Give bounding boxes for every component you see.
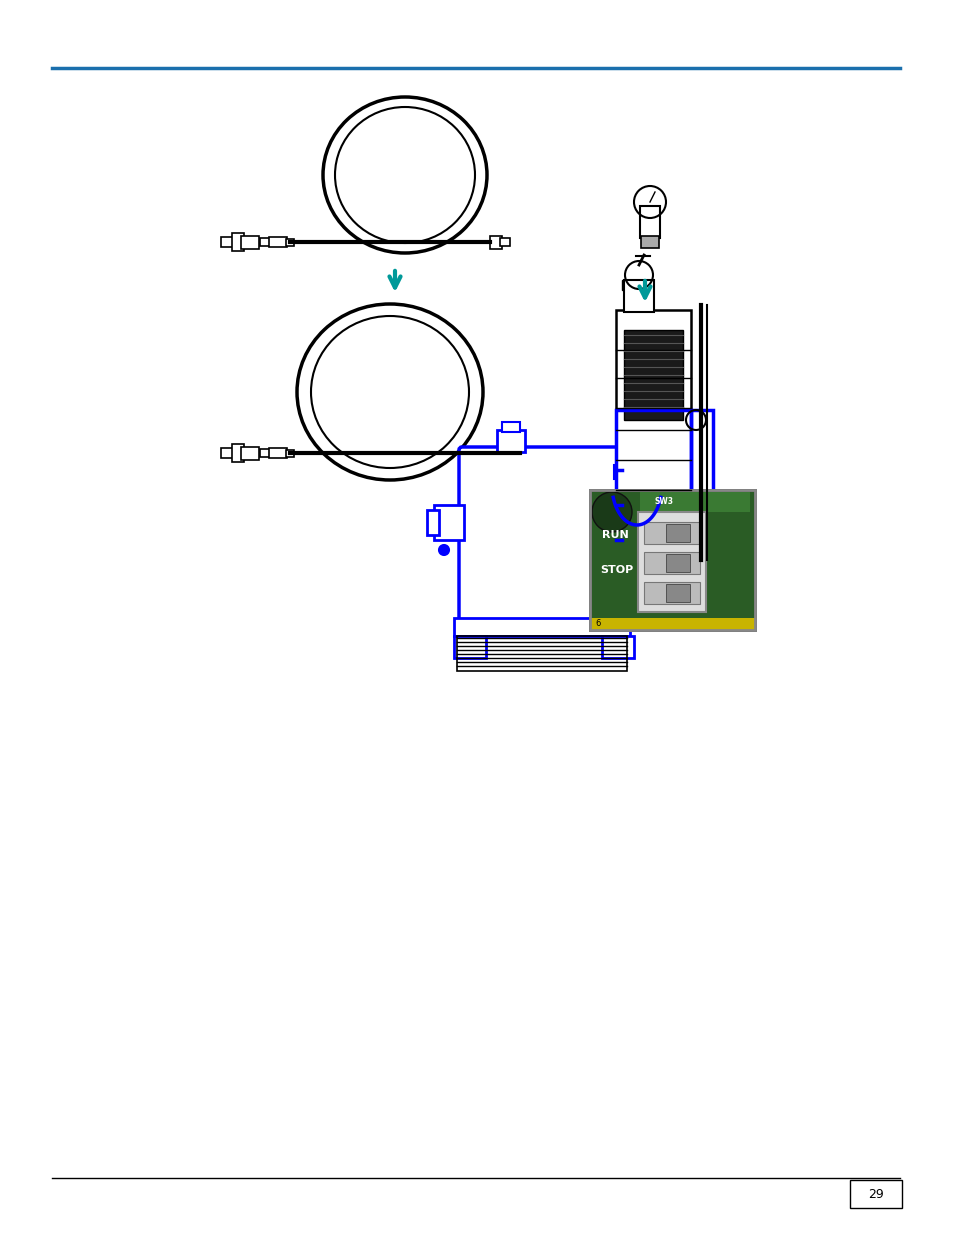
Bar [427, 510, 438, 535]
Bar [232, 233, 244, 251]
Bar [665, 584, 689, 601]
Circle shape [438, 545, 449, 555]
Bar [232, 445, 244, 462]
Bar [849, 1179, 901, 1208]
Bar [614, 500, 627, 514]
Bar [221, 448, 239, 458]
Bar [589, 618, 754, 630]
Bar [690, 410, 712, 550]
Bar [260, 450, 270, 457]
Bar [643, 582, 700, 604]
Bar [241, 236, 258, 248]
Bar [589, 490, 754, 630]
Text: RUN: RUN [601, 530, 628, 540]
Bar [616, 410, 690, 550]
Bar [623, 280, 654, 312]
Bar [519, 447, 532, 459]
Bar [241, 447, 258, 459]
Bar [286, 450, 294, 457]
Bar [665, 524, 689, 542]
Bar [286, 238, 294, 246]
Bar [639, 206, 659, 238]
Bar [643, 522, 700, 543]
Bar [269, 448, 287, 458]
Bar [589, 490, 754, 630]
Text: 29: 29 [867, 1188, 882, 1200]
Bar [454, 618, 629, 636]
Bar [614, 466, 627, 479]
Bar [621, 280, 634, 290]
Bar [539, 450, 547, 457]
Bar [643, 552, 700, 574]
Bar [639, 492, 749, 513]
Text: 6: 6 [595, 620, 599, 629]
Bar [640, 236, 659, 248]
Bar [499, 238, 510, 246]
Circle shape [592, 492, 631, 532]
Bar [490, 236, 501, 248]
FancyBboxPatch shape [458, 447, 624, 621]
Bar [531, 450, 540, 457]
Bar [601, 636, 634, 658]
Text: SW3: SW3 [655, 498, 673, 506]
Bar [434, 505, 463, 540]
Bar [665, 555, 689, 572]
Bar [497, 430, 524, 452]
Bar [456, 636, 626, 671]
Bar [454, 636, 485, 658]
Bar [623, 330, 682, 420]
Text: STOP: STOP [599, 564, 633, 576]
Bar [501, 422, 519, 432]
Bar [269, 237, 287, 247]
Bar [260, 238, 270, 246]
Bar [638, 513, 705, 613]
Bar [616, 310, 690, 540]
Bar [221, 237, 239, 247]
